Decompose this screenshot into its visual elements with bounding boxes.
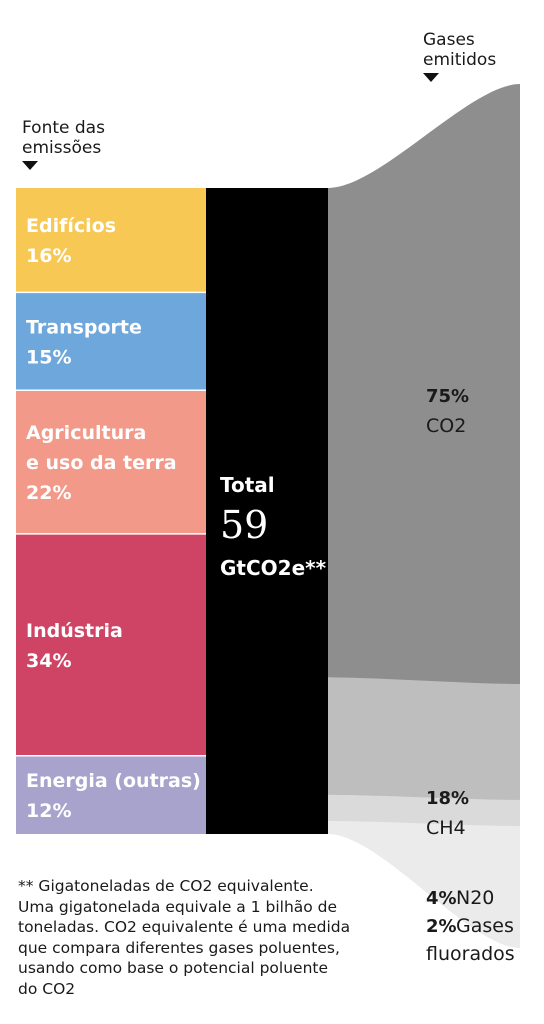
source-label: Edifícios — [26, 215, 116, 237]
source-value: 12% — [26, 800, 71, 822]
source-segment — [16, 533, 206, 756]
gas-percent: 18% — [426, 788, 469, 809]
gas-name: CH4 — [426, 817, 466, 839]
total-label: Total — [220, 473, 275, 497]
source-header-line-1: Fonte das — [22, 118, 105, 138]
gas-name: CO2 — [426, 415, 466, 437]
source-label: e uso da terra — [26, 452, 177, 474]
source-value: 22% — [26, 482, 71, 504]
source-header-line-2: emissões — [22, 138, 102, 158]
source-segment — [16, 292, 206, 391]
down-arrow-icon — [22, 161, 38, 170]
source-segment — [16, 188, 206, 293]
source-value: 15% — [26, 346, 71, 368]
source-value: 16% — [26, 245, 71, 267]
source-header: Fonte das emissões — [22, 118, 105, 170]
gases-header: Gases emitidos — [423, 30, 496, 82]
gases-header-line-1: Gases — [423, 30, 475, 50]
gas-percent: 4% — [426, 888, 457, 909]
source-label: Energia (outras) — [26, 770, 201, 792]
total-block — [206, 188, 328, 834]
gas-percent: 2% — [426, 916, 457, 937]
source-segment — [16, 755, 206, 834]
gas-name: Gases — [456, 915, 514, 937]
source-label: Transporte — [26, 316, 142, 338]
total-unit: GtCO2e** — [220, 556, 327, 580]
source-segment — [16, 390, 206, 534]
source-label: Agricultura — [26, 422, 146, 444]
source-label: Indústria — [26, 620, 123, 642]
gas-name-line-2: fluorados — [426, 943, 515, 965]
down-arrow-icon — [423, 73, 439, 82]
gas-flow-co2 — [328, 84, 520, 730]
source-value: 34% — [26, 650, 71, 672]
gases-header-line-2: emitidos — [423, 50, 497, 70]
gas-percent: 75% — [426, 386, 469, 407]
footnote: ** Gigatoneladas de CO2 equivalente. Uma… — [18, 877, 351, 998]
gas-name: N20 — [456, 887, 494, 909]
gas-flow-gases-fluorados — [328, 820, 520, 948]
total-value: 59 — [220, 503, 268, 547]
